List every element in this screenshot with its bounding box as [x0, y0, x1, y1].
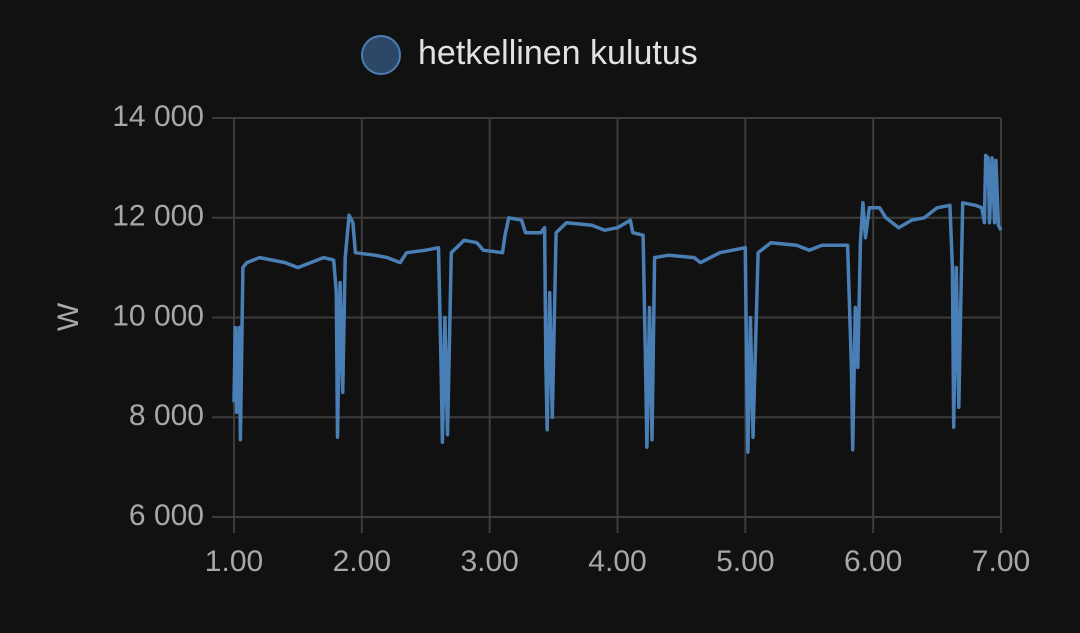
y-tick-label: 12 000 — [112, 200, 204, 233]
y-tick-label: 14 000 — [112, 100, 204, 133]
legend-label[interactable]: hetkellinen kulutus — [418, 34, 698, 72]
legend-marker[interactable] — [361, 35, 401, 75]
x-tick-label: 1.00 — [205, 545, 263, 578]
x-tick-label: 2.00 — [333, 545, 391, 578]
y-tick-label: 10 000 — [112, 299, 204, 332]
x-tick-label: 6.00 — [844, 545, 902, 578]
x-tick-label: 5.00 — [716, 545, 774, 578]
y-tick-label: 8 000 — [129, 399, 204, 432]
y-axis-label: W — [52, 302, 85, 331]
y-tick-label: 6 000 — [129, 499, 204, 532]
x-tick-label: 3.00 — [460, 545, 518, 578]
data-line — [232, 153, 1003, 454]
x-tick-label: 7.00 — [972, 545, 1030, 578]
x-tick-label: 4.00 — [588, 545, 646, 578]
